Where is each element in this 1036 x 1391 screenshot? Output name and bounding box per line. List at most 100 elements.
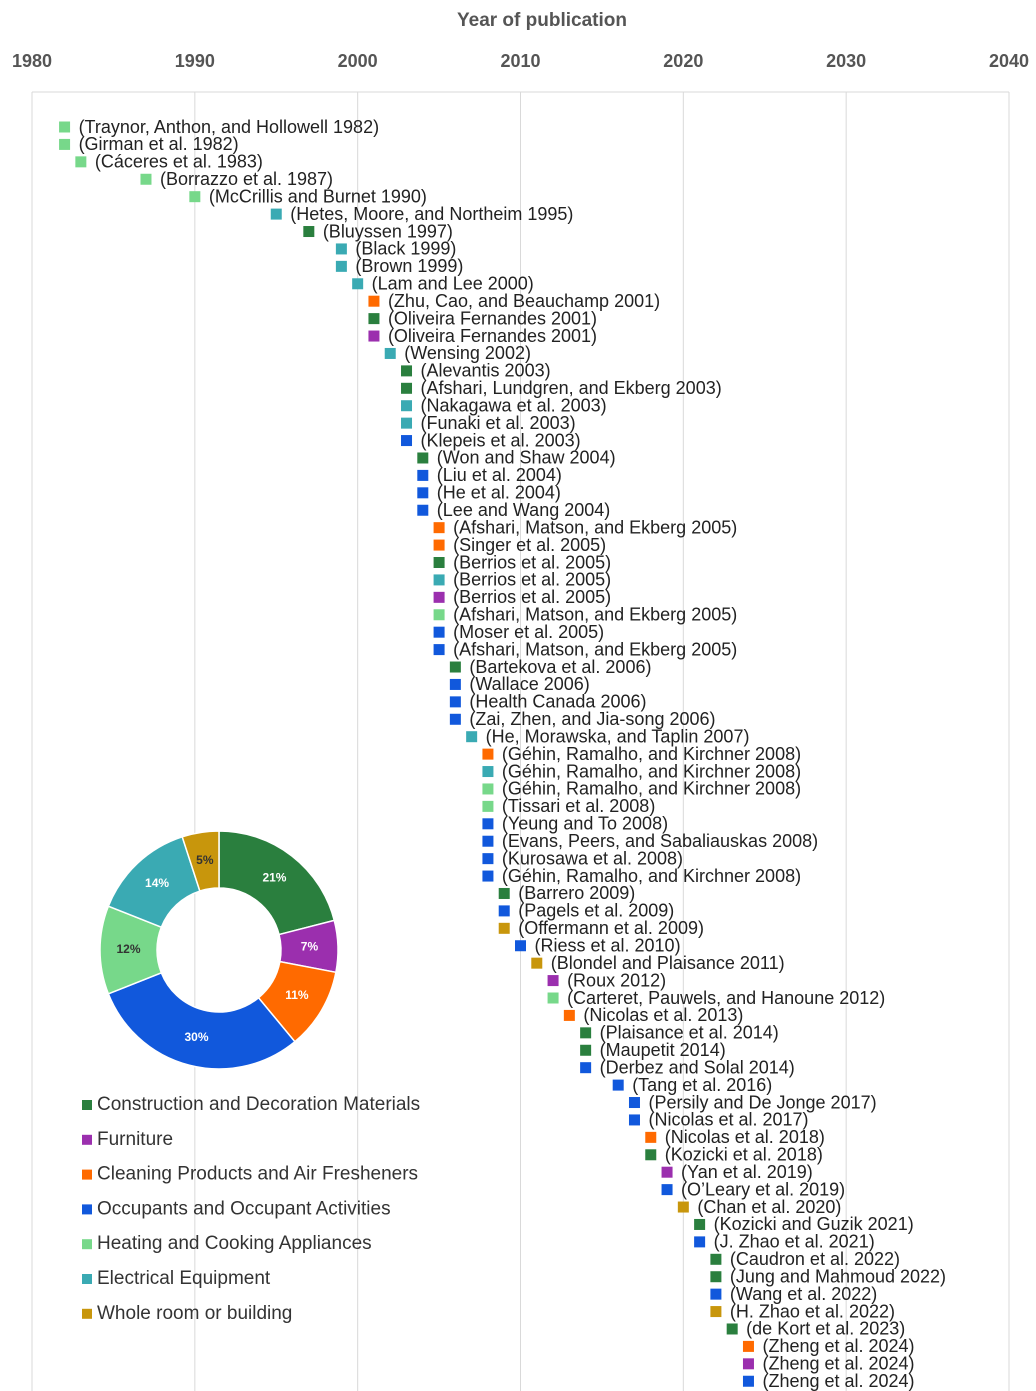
marker <box>189 191 201 203</box>
marker <box>140 173 152 185</box>
point-label: (Maupetit 2014) <box>600 1040 726 1060</box>
marker <box>433 557 445 568</box>
marker <box>498 922 510 934</box>
point-label: (J. Zhao et al. 2021) <box>714 1232 875 1252</box>
marker <box>433 574 445 586</box>
marker <box>726 1323 738 1335</box>
marker <box>482 853 494 865</box>
x-tick-label: 2020 <box>663 51 703 71</box>
legend-label: Occupants and Occupant Activities <box>97 1198 391 1219</box>
marker <box>482 748 494 760</box>
x-tick-label: 1990 <box>175 51 215 71</box>
point-label: (Black 1999) <box>355 239 456 259</box>
legend-marker <box>82 1239 92 1250</box>
point-label: (Roux 2012) <box>567 970 666 990</box>
point-label: (Girman et al. 1982) <box>79 134 239 154</box>
point-label: (Lam and Lee 2000) <box>372 274 534 294</box>
marker <box>515 940 526 952</box>
marker <box>547 975 559 987</box>
marker <box>482 870 494 882</box>
point-label: (Offermann et al. 2009) <box>518 918 704 938</box>
legend-label: Cleaning Products and Air Fresheners <box>97 1164 418 1185</box>
slice-label: 21% <box>262 871 286 885</box>
marker <box>433 539 445 551</box>
marker <box>710 1288 722 1300</box>
marker <box>449 696 461 708</box>
point-label: (Cáceres et al. 1983) <box>95 152 263 172</box>
donut-slice <box>107 971 296 1070</box>
marker <box>710 1306 722 1318</box>
marker <box>563 1009 575 1021</box>
legend-marker <box>82 1169 92 1180</box>
point-label: (Berrios et al. 2005) <box>453 552 611 572</box>
point-label: (Carteret, Pauwels, and Hanoune 2012) <box>567 988 885 1008</box>
marker <box>384 347 396 359</box>
axis-title: Year of publication <box>457 10 627 31</box>
point-label: (Géhin, Ramalho, and Kirchner 2008) <box>502 761 801 781</box>
marker <box>628 1114 640 1126</box>
point-label: (Afshari, Matson, and Ekberg 2005) <box>453 517 737 537</box>
legend-label: Construction and Decoration Materials <box>97 1094 420 1115</box>
slice-label: 7% <box>301 939 319 953</box>
marker <box>401 382 413 394</box>
marker <box>482 818 494 830</box>
slice-label: 12% <box>116 942 140 956</box>
legend-marker <box>82 1100 92 1110</box>
point-label: (Kozicki and Guzik 2021) <box>714 1214 914 1234</box>
donut-slice <box>181 830 220 892</box>
marker <box>661 1184 673 1196</box>
point-label: (Lee and Wang 2004) <box>437 500 610 520</box>
marker <box>710 1253 722 1265</box>
point-label: (Plaisance et al. 2014) <box>600 1023 779 1043</box>
point-label: (O’Leary et al. 2019) <box>681 1179 845 1199</box>
point-label: (Klepeis et al. 2003) <box>421 430 581 450</box>
x-tick-label: 2000 <box>338 51 378 71</box>
legend-marker <box>82 1308 92 1319</box>
slice-label: 14% <box>145 876 169 890</box>
point-label: (Persily and De Jonge 2017) <box>648 1092 876 1112</box>
donut-slice <box>218 830 336 936</box>
point-label: (McCrillis and Burnet 1990) <box>209 186 427 206</box>
marker <box>449 678 461 690</box>
marker <box>433 591 445 603</box>
marker <box>59 138 71 150</box>
marker <box>417 504 429 516</box>
marker <box>59 121 71 133</box>
marker <box>401 417 413 429</box>
slice-label: 30% <box>184 1030 208 1044</box>
point-label: (Géhin, Ramalho, and Kirchner 2008) <box>502 744 801 764</box>
marker <box>449 713 461 725</box>
point-label: (Blondel and Plaisance 2011) <box>551 953 785 973</box>
point-label: (Alevantis 2003) <box>421 361 551 381</box>
point-label: (Berrios et al. 2005) <box>453 587 611 607</box>
point-label: (Jung and Mahmoud 2022) <box>730 1266 946 1286</box>
point-label: (Barrero 2009) <box>518 883 635 903</box>
point-label: (Bartekova et al. 2006) <box>469 657 651 677</box>
legend-label: Electrical Equipment <box>97 1268 271 1289</box>
marker <box>482 800 494 812</box>
marker <box>401 400 413 412</box>
marker <box>401 365 413 377</box>
point-label: (Moser et al. 2005) <box>453 622 604 642</box>
point-label: (Wallace 2006) <box>469 674 589 694</box>
legend-marker <box>82 1204 92 1215</box>
point-label: (Won and Shaw 2004) <box>437 448 616 468</box>
point-label: (Zheng et al. 2024) <box>762 1354 914 1374</box>
marker <box>661 1166 673 1178</box>
marker <box>417 469 429 481</box>
marker <box>612 1079 624 1091</box>
marker <box>482 783 494 795</box>
slice-label: 11% <box>285 988 309 1002</box>
point-label: (Liu et al. 2004) <box>437 465 562 485</box>
marker <box>417 487 429 499</box>
point-label: (Derbez and Solal 2014) <box>600 1057 795 1077</box>
point-label: (Géhin, Ramalho, and Kirchner 2008) <box>502 779 801 799</box>
marker <box>433 609 445 621</box>
legend-label: Whole room or building <box>97 1303 292 1324</box>
point-label: (Health Canada 2006) <box>469 692 646 712</box>
point-label: (Zheng et al. 2024) <box>762 1336 914 1356</box>
marker <box>742 1358 754 1370</box>
marker <box>368 295 380 307</box>
point-label: (He, Morawska, and Taplin 2007) <box>486 726 750 746</box>
